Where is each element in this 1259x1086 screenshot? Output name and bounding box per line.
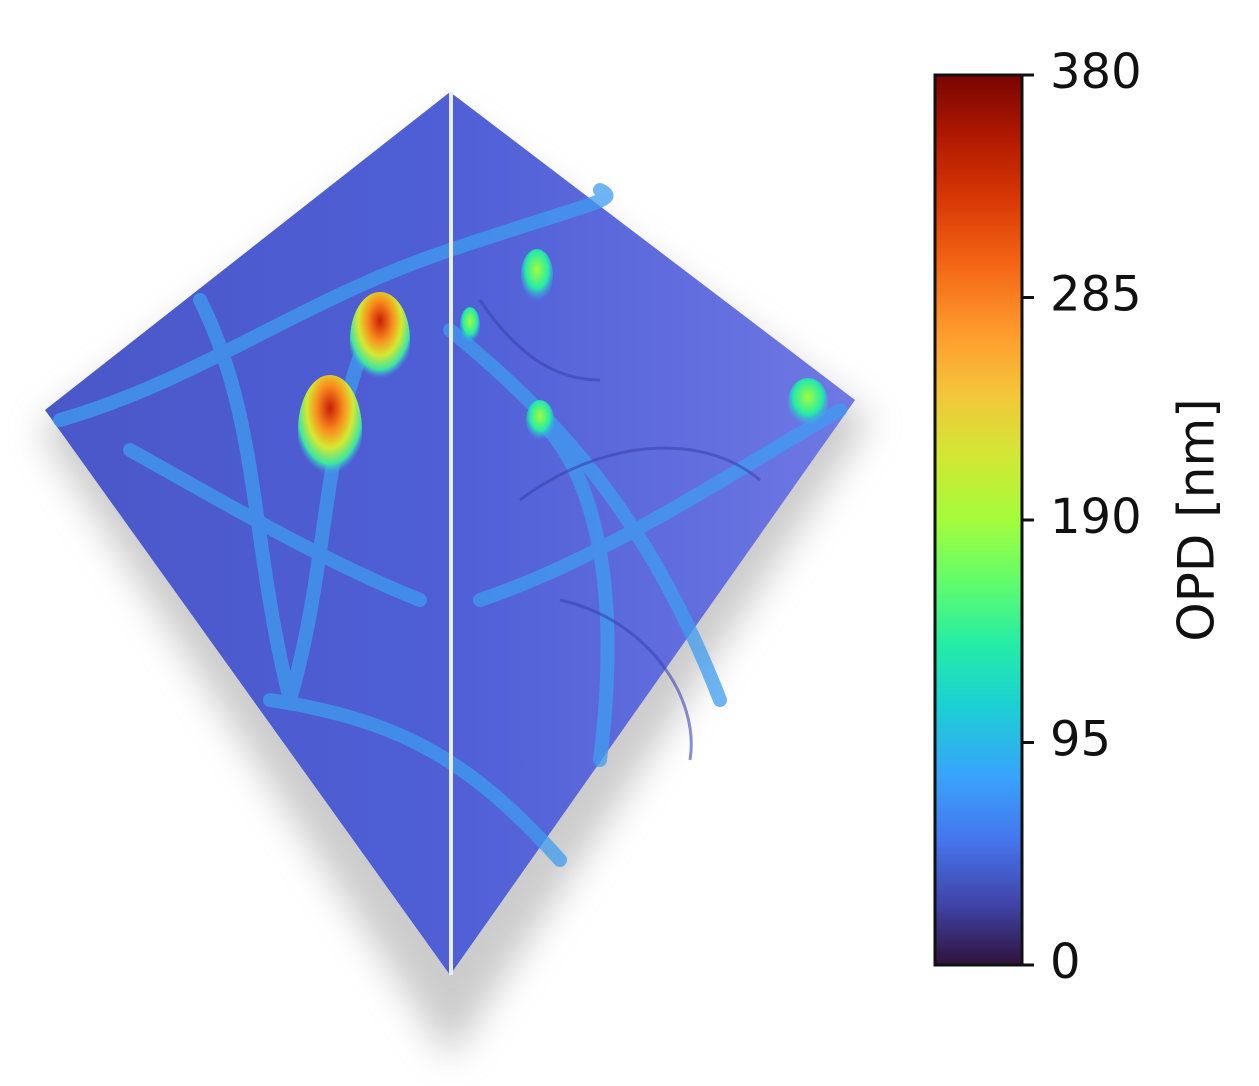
colorbar-label: OPD [nm] [1168, 398, 1226, 641]
colorbar-tick-label: 0 [1050, 934, 1081, 990]
colorbar-tick-label: 380 [1050, 44, 1142, 100]
colorbar-gradient [933, 73, 1024, 967]
surface-plot [40, 92, 870, 1060]
colorbar-tick-label: 285 [1050, 267, 1142, 323]
colorbar: 0 95 190 285 380 [933, 44, 1142, 990]
colorbar-tick-label: 190 [1050, 489, 1142, 545]
colorbar-tick-label: 95 [1050, 712, 1111, 768]
